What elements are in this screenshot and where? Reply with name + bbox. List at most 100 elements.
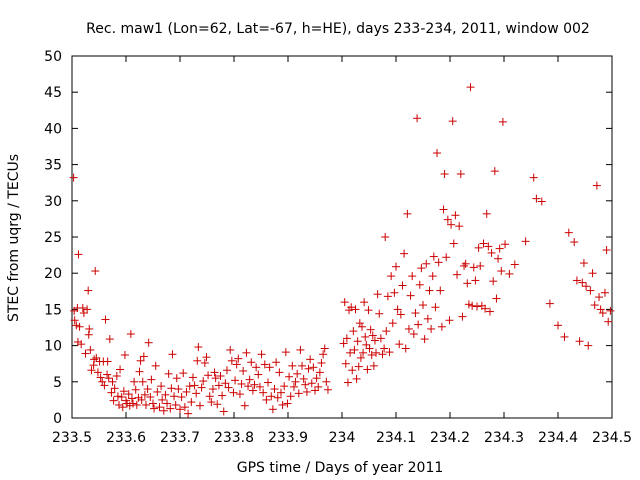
data-point [179,369,188,378]
data-point [227,356,236,365]
data-point [161,390,170,399]
data-point [117,393,126,402]
data-point [188,373,197,382]
y-tick-label: 0 [53,411,62,427]
data-point [356,353,365,362]
data-point [368,331,377,340]
data-point [239,366,248,375]
data-point [184,409,193,418]
data-point [341,359,350,368]
data-point [456,170,465,179]
data-point [604,317,613,326]
data-point [390,288,399,297]
data-point [447,220,456,229]
data-point [74,250,83,259]
data-point [163,399,172,408]
data-point [359,348,368,357]
data-point [150,404,159,413]
data-point [90,355,99,364]
data-point [353,337,362,346]
data-point [474,243,483,252]
data-point [268,405,277,414]
data-point [471,276,480,285]
data-point [240,401,249,410]
data-point [219,407,228,416]
data-point [427,324,436,333]
data-point [434,258,443,267]
data-point [182,387,191,396]
data-point [413,114,422,123]
data-point [460,261,469,270]
data-point [245,375,254,384]
data-point [70,316,79,325]
data-point [127,394,136,403]
data-point [560,332,569,341]
data-point [400,249,409,258]
data-point [247,358,256,367]
data-point [151,361,160,370]
data-point [468,301,477,310]
data-point [319,350,328,359]
data-point [257,350,266,359]
data-point [505,269,514,278]
data-point [85,324,94,333]
data-point [222,366,231,375]
data-point [146,393,155,402]
data-point [291,377,300,386]
data-point [272,358,281,367]
y-tick-label: 50 [44,49,62,65]
data-point [289,382,298,391]
data-point [322,377,331,386]
data-point [354,362,363,371]
data-point [199,377,208,386]
data-point [200,358,209,367]
data-point [383,292,392,301]
data-point [343,378,352,387]
x-tick-label: 233.8 [214,430,254,446]
data-point [177,393,186,402]
data-point [171,400,180,409]
data-point [306,355,315,364]
data-point [501,240,510,249]
data-point [494,254,503,263]
data-point [429,252,438,261]
data-point [317,358,326,367]
data-point [489,277,498,286]
data-point [242,348,251,357]
data-point [235,390,244,399]
data-point [174,385,183,394]
data-point [451,211,460,220]
data-point [155,403,164,412]
data-point [208,385,217,394]
data-point [423,314,432,323]
data-point [262,395,271,404]
data-point [264,378,273,387]
data-point [218,391,227,400]
data-point [260,360,269,369]
data-point [270,385,279,394]
data-point [89,361,98,370]
data-point [347,303,356,312]
data-point [484,242,493,251]
data-point [109,396,118,405]
data-point [202,353,211,362]
data-point [93,368,102,377]
data-point [216,372,225,381]
data-point [112,372,121,381]
data-point [600,288,609,297]
data-point [213,400,222,409]
data-point [350,345,359,354]
data-point [118,403,127,412]
data-point [98,377,107,386]
data-point [606,306,615,315]
y-tick-label: 45 [44,85,62,101]
data-point [575,337,584,346]
x-axis: 233.5 233.6 233.7 233.8 233.9 234 234.1 234.2 23… [52,56,632,446]
data-point [244,382,253,391]
data-point [84,330,93,339]
data-point [532,194,541,203]
data-point [439,205,448,214]
data-point [598,309,607,318]
data-point [130,377,139,386]
data-point [96,373,105,382]
